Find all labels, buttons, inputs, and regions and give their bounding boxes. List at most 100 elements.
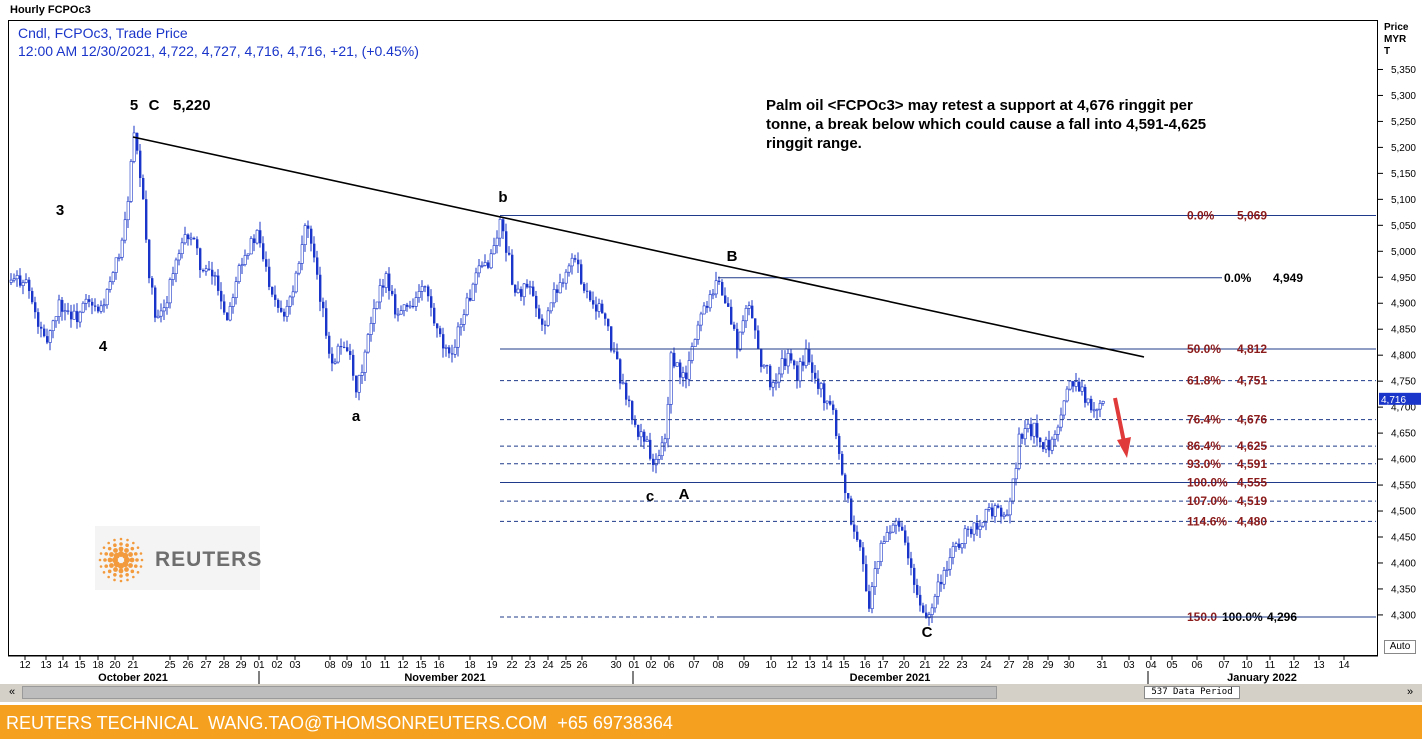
axis-header-line: T (1384, 46, 1391, 57)
candle-body (21, 282, 25, 286)
instrument-line: Cndl, FCPOc3, Trade Price (18, 25, 188, 41)
candle-body (439, 328, 442, 335)
candle-body (675, 362, 679, 367)
candle-body (838, 435, 841, 454)
horizontal-scrollbar[interactable]: « 537 Data Period » (0, 684, 1422, 702)
fib-level-value: 4,625 (1237, 439, 1267, 453)
candle-body (183, 234, 187, 244)
candle-body (1030, 424, 1033, 437)
auto-scale-button[interactable]: Auto (1384, 640, 1416, 654)
fib-level-value: 5,069 (1237, 208, 1267, 222)
candle-body (780, 358, 784, 375)
candle-body (865, 564, 868, 592)
time-tick-label: 27 (200, 660, 212, 671)
candle-body (346, 347, 349, 352)
candle-body (690, 346, 694, 361)
candle-body (607, 318, 610, 327)
candle-body (129, 161, 133, 202)
candle-body (288, 296, 292, 307)
time-tick-label: 23 (956, 660, 968, 671)
month-label: November 2021 (404, 672, 485, 684)
candle-body (340, 346, 343, 348)
candle-body (777, 373, 781, 383)
candle-body (804, 348, 808, 366)
candle-body (420, 286, 424, 292)
candle-body (363, 351, 367, 373)
candle-body (721, 282, 724, 296)
time-tick-label: 11 (1265, 660, 1276, 671)
candle-body (132, 132, 136, 162)
scroll-thumb[interactable] (22, 686, 997, 699)
candle-body (660, 442, 664, 457)
logo-dot (124, 548, 129, 553)
candle-body (48, 330, 52, 343)
candle-body (891, 524, 895, 533)
candle-body (879, 542, 883, 562)
price-axis[interactable] (1378, 20, 1422, 656)
candle-body (495, 237, 499, 246)
time-tick-label: 22 (506, 660, 518, 671)
price-tick-label: 4,750 (1391, 377, 1416, 388)
forecast-arrow-head (1117, 437, 1131, 458)
candle-body (868, 591, 871, 609)
time-tick-label: 20 (898, 660, 910, 671)
time-tick-label: 03 (1123, 660, 1135, 671)
candle-body (1074, 381, 1078, 387)
candle-body (189, 237, 193, 240)
candle-body (1000, 507, 1003, 517)
candle-body (535, 295, 538, 309)
logo-dot (129, 557, 135, 563)
logo-dot (139, 552, 143, 555)
candle-body (303, 225, 307, 245)
logo-dot (118, 568, 124, 574)
candle-body (456, 326, 460, 348)
price-axis-header: Price MYR T (1384, 22, 1408, 58)
candle-body (171, 273, 175, 280)
candle-body (114, 257, 118, 273)
logo-dot (122, 552, 129, 559)
wave-label: c (646, 488, 654, 505)
candle-body (253, 238, 256, 244)
fib-level-label: 61.8% (1187, 374, 1221, 388)
candle-body (724, 295, 727, 304)
time-tick-label: 25 (164, 660, 176, 671)
candle-body (958, 543, 961, 548)
candle-body (1048, 439, 1051, 451)
scroll-right-icon[interactable]: » (1406, 686, 1414, 698)
time-tick-label: 20 (109, 660, 121, 671)
candle-body (802, 361, 805, 366)
candle-body (408, 305, 412, 308)
candle-body (255, 229, 259, 244)
time-tick-label: 12 (786, 660, 798, 671)
fib-level-label: 100.0% (1187, 475, 1228, 489)
analysis-note: Palm oil <FCPOc3> may retest a support a… (766, 97, 1207, 152)
candle-body (37, 312, 40, 327)
candle-body (885, 532, 889, 542)
candle-body (451, 353, 454, 355)
candle-body (549, 302, 553, 312)
time-tick-label: 31 (1096, 660, 1108, 671)
candle-body (577, 259, 580, 265)
candle-body (1039, 437, 1042, 443)
time-tick-label: 28 (1022, 660, 1034, 671)
candle-body (808, 348, 811, 363)
axis-header-line: MYR (1384, 34, 1407, 45)
candle-body (63, 310, 67, 313)
candle-body (733, 324, 736, 329)
time-tick-label: 18 (464, 660, 476, 671)
candle-body (72, 310, 76, 320)
logo-dot (119, 542, 123, 546)
candle-body (1090, 398, 1093, 411)
candle-body (552, 289, 556, 304)
candle-body (477, 265, 481, 274)
candle-body (954, 543, 958, 547)
candle-body (151, 278, 154, 288)
candle-body (699, 313, 703, 326)
candle-body (1023, 428, 1027, 440)
candle-body (652, 458, 655, 465)
time-tick-label: 06 (663, 660, 675, 671)
candle-body (904, 530, 907, 543)
candle-body (19, 275, 22, 286)
scroll-left-icon[interactable]: « (8, 686, 16, 698)
candle-body (516, 288, 520, 294)
